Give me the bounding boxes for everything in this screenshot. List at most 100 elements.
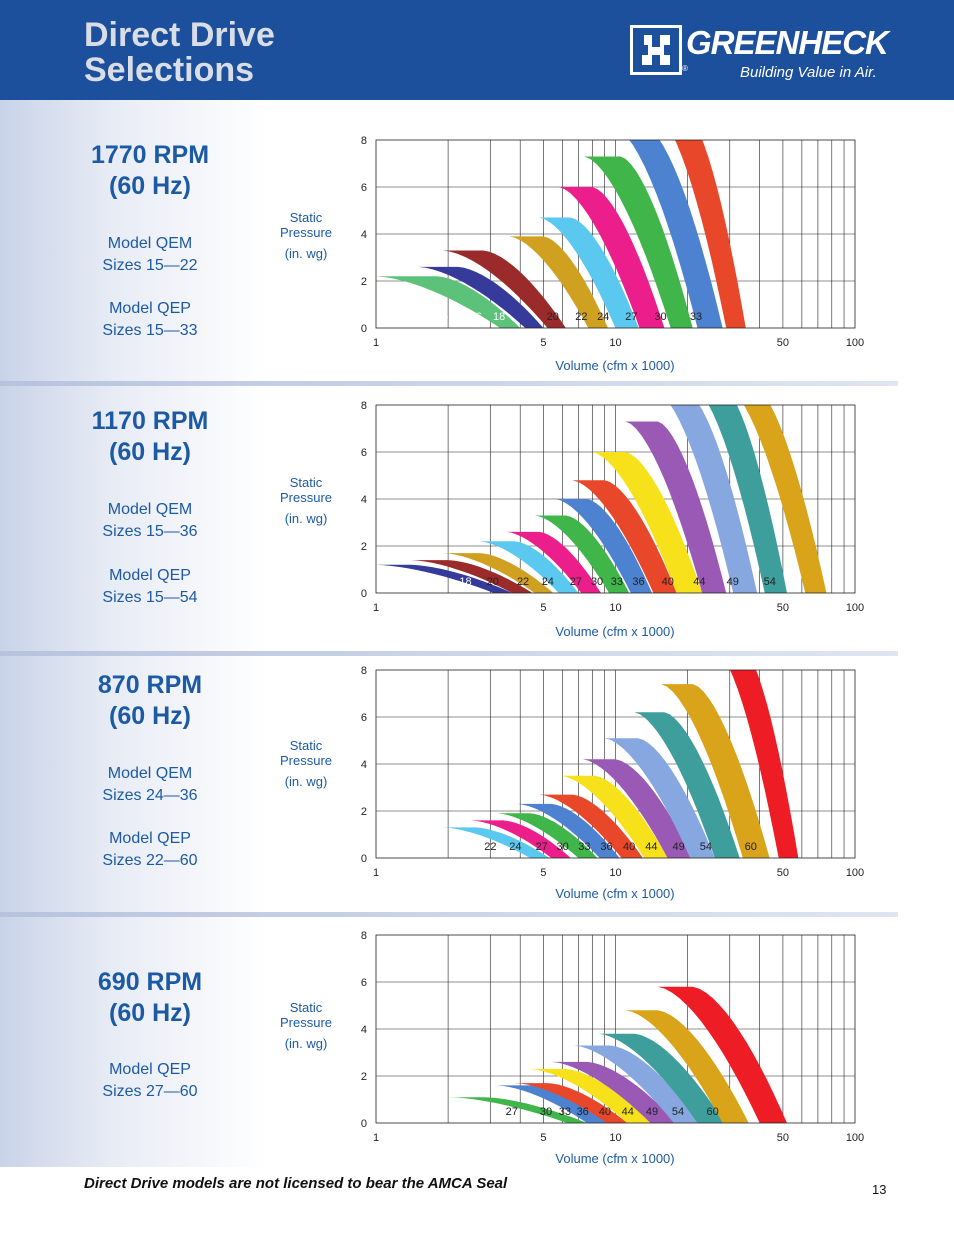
rpm-value: 1170 RPM xyxy=(91,407,209,435)
fan-size-24-region xyxy=(506,531,601,593)
y-tick-label: 0 xyxy=(361,588,367,600)
y-axis-label-line: Pressure xyxy=(279,490,333,505)
fan-size-60-region xyxy=(657,986,787,1123)
fan-size-54-region xyxy=(625,1010,749,1123)
fan-size-44-region xyxy=(670,405,758,593)
fan-size-22-label: 22 xyxy=(575,311,587,323)
fan-size-22-region xyxy=(442,827,550,858)
y-axis-unit: (in. wg) xyxy=(284,774,328,789)
y-tick-label: 8 xyxy=(361,135,367,147)
brand-tagline: Building Value in Air. xyxy=(740,64,877,81)
fan-size-36-label: 36 xyxy=(577,1106,589,1118)
plot-frame xyxy=(375,139,856,329)
fan-size-49-region xyxy=(598,1033,725,1123)
x-tick-label: 100 xyxy=(846,602,864,614)
fan-size-22-label: 22 xyxy=(484,841,496,853)
y-tick-label: 0 xyxy=(361,1118,367,1130)
y-tick-label: 6 xyxy=(361,447,367,459)
y-axis-label-line: Pressure xyxy=(279,753,333,768)
fan-size-27-label: 27 xyxy=(536,841,548,853)
fan-size-54-label: 54 xyxy=(700,841,712,853)
y-axis-unit: (in. wg) xyxy=(284,1036,328,1051)
y-axis-label-line: Static xyxy=(289,210,323,225)
fan-size-60-region xyxy=(730,670,799,858)
fan-size-20-region xyxy=(442,553,554,593)
fan-size-54-region xyxy=(661,684,770,858)
x-tick-label: 5 xyxy=(540,602,546,614)
x-tick-label: 5 xyxy=(540,867,546,879)
fan-size-33-region xyxy=(539,794,643,858)
model-name: Model QEP xyxy=(109,567,191,584)
fan-size-24-region xyxy=(471,820,571,858)
model-qep-range: Model QEP Sizes 22—60 xyxy=(60,828,240,872)
fan-size-27-region xyxy=(534,515,630,593)
model-sizes: Sizes 27—60 xyxy=(102,1083,198,1100)
title-line-1: Direct Drive xyxy=(84,16,275,54)
title-line-2: Selections xyxy=(84,51,255,89)
fan-size-60-label: 60 xyxy=(707,1106,719,1118)
fan-size-22-region xyxy=(539,217,639,328)
fan-size-54-label: 54 xyxy=(672,1106,684,1118)
fan-size-49-label: 49 xyxy=(673,841,685,853)
y-tick-label: 0 xyxy=(361,853,367,865)
fan-size-40-label: 40 xyxy=(662,576,674,588)
x-tick-label: 50 xyxy=(777,602,789,614)
fan-size-24-region xyxy=(558,187,665,328)
fan-size-27-label: 27 xyxy=(506,1106,518,1118)
y-tick-label: 2 xyxy=(361,541,367,553)
rpm-value: 870 RPM xyxy=(97,671,203,699)
rpm-hz: (60 Hz) xyxy=(109,172,191,200)
x-axis-label: Volume (cfm x 1000) xyxy=(555,358,675,373)
fan-size-49-region xyxy=(708,405,787,593)
y-axis-label-line: Static xyxy=(289,738,323,753)
y-axis-label-line: Pressure xyxy=(279,1015,333,1030)
fan-size-18-label: 18 xyxy=(459,576,471,588)
rpm-heading: 870 RPM (60 Hz) xyxy=(60,670,240,732)
model-sizes: Sizes 24—36 xyxy=(102,787,198,804)
fan-size-27-region xyxy=(584,156,693,328)
x-tick-label: 50 xyxy=(777,1132,789,1144)
y-tick-label: 2 xyxy=(361,806,367,818)
fan-size-22-region xyxy=(479,541,579,593)
fan-size-15-region xyxy=(376,276,521,328)
panel-1770-background xyxy=(0,100,954,381)
x-tick-label: 1 xyxy=(373,602,379,614)
y-tick-label: 4 xyxy=(361,494,367,506)
x-tick-label: 100 xyxy=(846,337,864,349)
size-labels: 16 18 20 22 24 27 30 33 36 40 44 49 54 xyxy=(433,576,776,588)
fan-regions xyxy=(442,670,799,858)
fan-regions xyxy=(376,140,746,328)
model-name: Model QEP xyxy=(109,1061,191,1078)
fan-size-18-label: 18 xyxy=(493,311,505,323)
y-tick-label: 8 xyxy=(361,665,367,677)
y-axis-label-line: Pressure xyxy=(279,225,333,240)
model-qem-range: Model QEM Sizes 15—36 xyxy=(60,499,240,543)
model-sizes: Sizes 15—36 xyxy=(102,523,198,540)
fan-size-33-label: 33 xyxy=(559,1106,571,1118)
fan-size-16-label: 16 xyxy=(470,311,482,323)
fan-size-49-region xyxy=(634,712,740,858)
fan-size-33-region xyxy=(514,1083,628,1123)
fan-size-30-label: 30 xyxy=(591,576,603,588)
model-name: Model QEP xyxy=(109,830,191,847)
model-name: Model QEP xyxy=(109,300,191,317)
plot-frame xyxy=(375,669,856,859)
y-tick-label: 4 xyxy=(361,229,367,241)
fan-size-30-label: 30 xyxy=(557,841,569,853)
registered-mark: ® xyxy=(682,64,688,73)
plot-frame xyxy=(375,404,856,594)
model-name: Model QEM xyxy=(107,235,193,252)
y-tick-label: 8 xyxy=(361,930,367,942)
page-number: 13 xyxy=(872,1182,887,1197)
fan-size-24-label: 24 xyxy=(509,841,521,853)
x-tick-label: 100 xyxy=(846,1132,864,1144)
y-axis-label: Static Pressure (in. wg) xyxy=(268,1000,344,1051)
amca-footnote: Direct Drive models are not licensed to … xyxy=(84,1175,508,1192)
model-sizes: Sizes 15—54 xyxy=(102,589,198,606)
rpm-heading: 1770 RPM (60 Hz) xyxy=(60,140,240,202)
y-tick-label: 8 xyxy=(361,400,367,412)
rpm-hz: (60 Hz) xyxy=(109,702,191,730)
model-qem-range: Model QEM Sizes 24—36 xyxy=(60,763,240,807)
rpm-value: 1770 RPM xyxy=(90,141,210,169)
x-tick-label: 1 xyxy=(373,1132,379,1144)
